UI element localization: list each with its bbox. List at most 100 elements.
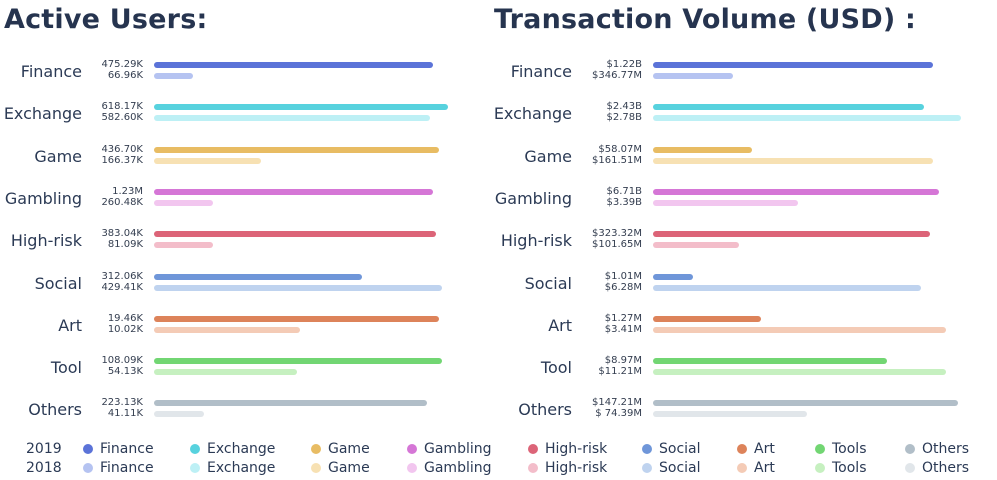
legend-dot-icon xyxy=(407,463,417,473)
value-label: 54.13K xyxy=(107,366,143,378)
bar-2018-tool xyxy=(154,369,297,376)
bar-2019-social xyxy=(653,273,693,280)
bar-2018-game xyxy=(653,157,933,164)
value-label: $ 74.39M xyxy=(595,408,642,420)
bar-2019-art xyxy=(154,315,439,322)
bar-2018-exchange xyxy=(154,115,430,122)
legend-dot-icon xyxy=(311,444,321,454)
legend-dot-icon xyxy=(737,444,747,454)
legend-year-2019: 2019 xyxy=(26,441,62,457)
legend-label: Exchange xyxy=(207,441,276,457)
bar-2019-high-risk xyxy=(154,231,436,238)
legend-dot-icon xyxy=(407,444,417,454)
category-label-art: Art xyxy=(548,315,572,335)
chart-title: Transaction Volume (USD) : xyxy=(494,4,916,35)
legend-dot-icon xyxy=(190,444,200,454)
category-label-gambling: Gambling xyxy=(4,188,82,208)
category-label-tool: Tool xyxy=(50,358,82,378)
legend-item-2019-finance: Finance xyxy=(83,440,154,458)
value-label: 81.09K xyxy=(107,239,143,251)
value-label: 1.23M xyxy=(112,185,143,197)
legend-label: High-risk xyxy=(545,441,608,457)
category-label-others: Others xyxy=(28,400,82,420)
category-label-social: Social xyxy=(524,273,572,293)
value-label: $11.21M xyxy=(598,366,642,378)
bar-2018-art xyxy=(653,326,946,333)
legend-label: Social xyxy=(659,460,701,476)
legend-year-2018: 2018 xyxy=(26,460,62,476)
value-label: 582.60K xyxy=(101,112,143,124)
legend-dot-icon xyxy=(190,463,200,473)
value-label: $346.77M xyxy=(592,70,642,81)
legend-item-2019-exchange: Exchange xyxy=(190,440,275,458)
bar-2018-others xyxy=(653,411,807,418)
category-label-game: Game xyxy=(34,146,82,166)
bar-2018-game xyxy=(154,157,261,164)
value-label: $1.27M xyxy=(604,312,642,324)
category-label-game: Game xyxy=(524,146,572,166)
legend-item-2018-gambling: Gambling xyxy=(407,459,492,477)
category-label-others: Others xyxy=(518,400,572,420)
legend-item-2019-others: Others xyxy=(905,440,969,458)
legend-label: Finance xyxy=(100,441,154,457)
legend-label: Exchange xyxy=(207,460,276,476)
bar-2018-high-risk xyxy=(653,242,739,249)
bar-2018-finance xyxy=(653,73,733,79)
bar-2018-art xyxy=(154,326,300,333)
legend-item-2019-game: Game xyxy=(311,440,370,458)
legend-label: Game xyxy=(328,460,370,476)
value-label: $58.07M xyxy=(598,143,642,155)
value-label: 166.37K xyxy=(101,154,143,166)
legend-item-2019-gambling: Gambling xyxy=(407,440,492,458)
value-label: $3.39B xyxy=(606,196,643,208)
value-label: 260.48K xyxy=(101,196,143,208)
legend-dot-icon xyxy=(642,463,652,473)
value-label: $323.32M xyxy=(592,228,642,240)
value-label: 312.06K xyxy=(101,270,143,282)
legend-item-2018-high-risk: High-risk xyxy=(528,459,607,477)
category-label-art: Art xyxy=(58,315,82,335)
legend-dot-icon xyxy=(905,463,915,473)
category-label-gambling: Gambling xyxy=(494,188,572,208)
legend-dot-icon xyxy=(528,463,538,473)
legend-label: Game xyxy=(328,441,370,457)
bar-2018-social xyxy=(154,284,442,291)
bar-2019-exchange xyxy=(154,104,448,111)
value-label: $101.65M xyxy=(592,239,642,251)
category-label-finance: Finance xyxy=(20,62,82,81)
value-label: 41.11K xyxy=(107,408,143,420)
legend-dot-icon xyxy=(83,444,93,454)
legend-item-2019-art: Art xyxy=(737,440,775,458)
legend-dot-icon xyxy=(528,444,538,454)
legend-item-2018-game: Game xyxy=(311,459,370,477)
legend-label: Tools xyxy=(832,460,867,476)
legend-item-2018-others: Others xyxy=(905,459,969,477)
bar-2018-high-risk xyxy=(154,242,213,249)
bar-2019-high-risk xyxy=(653,231,930,238)
legend-dot-icon xyxy=(737,463,747,473)
value-label: $147.21M xyxy=(592,397,642,409)
category-label-high-risk: High-risk xyxy=(500,231,572,251)
bar-2019-finance xyxy=(653,62,933,68)
legend-item-2018-finance: Finance xyxy=(83,459,154,477)
value-label: 429.41K xyxy=(101,281,143,293)
legend-label: Social xyxy=(659,441,701,457)
legend-item-2019-social: Social xyxy=(642,440,701,458)
bar-2018-tool xyxy=(653,369,946,376)
bar-2019-game xyxy=(154,146,439,153)
value-label: 108.09K xyxy=(101,355,143,367)
bar-2019-gambling xyxy=(154,188,433,195)
bar-2018-finance xyxy=(154,73,193,79)
bar-2018-exchange xyxy=(653,115,961,122)
value-label: 383.04K xyxy=(101,228,143,240)
value-label: $3.41M xyxy=(604,323,642,335)
legend-item-2019-tools: Tools xyxy=(815,440,867,458)
category-label-exchange: Exchange xyxy=(3,104,82,124)
legend-label: Gambling xyxy=(424,441,492,457)
legend-label: Gambling xyxy=(424,460,492,476)
legend-dot-icon xyxy=(815,444,825,454)
bar-2019-gambling xyxy=(653,188,939,195)
legend-label: Others xyxy=(922,441,970,457)
bar-2019-exchange xyxy=(653,104,924,111)
legend-dot-icon xyxy=(642,444,652,454)
